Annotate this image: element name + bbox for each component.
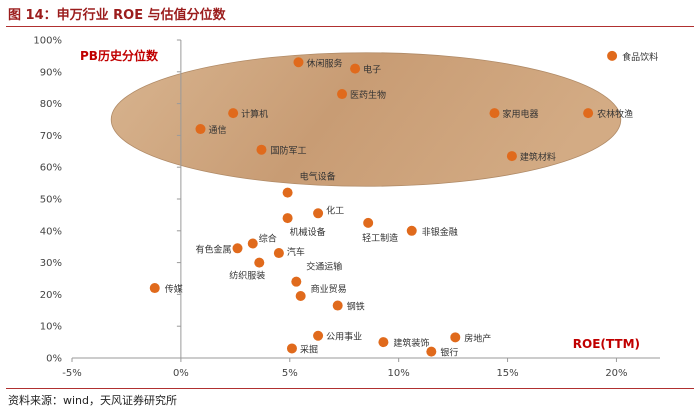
x-tick-label: 10%	[388, 368, 410, 379]
point-label: 房地产	[464, 332, 491, 344]
y-tick-label: 0%	[46, 354, 62, 365]
y-tick-label: 20%	[40, 290, 62, 301]
data-point	[247, 238, 258, 249]
y-tick-label: 10%	[40, 322, 62, 333]
data-point	[607, 50, 618, 61]
x-tick-label: 0%	[173, 368, 189, 379]
title-rule	[6, 26, 694, 27]
data-point	[406, 225, 417, 236]
point-label: 综合	[259, 233, 277, 245]
y-tick-label: 90%	[40, 67, 62, 78]
point-label: 电气设备	[300, 171, 336, 183]
data-point	[286, 343, 297, 354]
data-point	[291, 276, 302, 287]
point-label: 休闲服务	[306, 57, 342, 69]
point-label: 机械设备	[290, 226, 326, 238]
data-point	[489, 108, 500, 119]
point-layer	[149, 50, 618, 357]
point-label: 钢铁	[347, 301, 365, 313]
highlight-region-layer	[110, 52, 622, 187]
point-label: 交通运输	[306, 261, 342, 273]
point-label: 通信	[208, 124, 226, 136]
data-point	[583, 108, 594, 119]
point-label: 纺织服装	[229, 270, 265, 282]
data-point	[337, 89, 348, 100]
data-point	[363, 217, 374, 228]
point-label: 建筑材料	[520, 151, 556, 163]
point-label: 非银金融	[422, 226, 458, 238]
data-point	[273, 248, 284, 259]
data-point	[313, 208, 324, 219]
x-tick-label: 15%	[496, 368, 518, 379]
data-point	[254, 257, 265, 268]
data-point	[293, 57, 304, 68]
data-point	[450, 332, 461, 343]
data-point	[149, 283, 160, 294]
point-label: 农林牧渔	[597, 108, 633, 120]
point-label: 医药生物	[350, 89, 386, 101]
point-label: 计算机	[241, 108, 268, 120]
point-label: 电子	[363, 64, 381, 76]
data-point	[282, 213, 293, 224]
data-point	[350, 63, 361, 74]
point-label: 食品饮料	[622, 51, 658, 63]
data-point	[195, 124, 206, 135]
point-label: 建筑装饰	[393, 337, 429, 349]
data-point	[282, 187, 293, 198]
point-label: 商业贸易	[311, 283, 347, 295]
x-tick-label: 5%	[282, 368, 298, 379]
bottom-rule	[6, 388, 694, 389]
x-axis-label: ROE(TTM)	[573, 337, 640, 351]
data-point	[232, 243, 243, 254]
highlight-ellipse	[110, 52, 622, 187]
data-point	[313, 330, 324, 341]
y-tick-label: 100%	[33, 36, 62, 47]
y-axis-label: PB历史分位数	[80, 48, 159, 63]
point-label: 公用事业	[326, 331, 362, 343]
point-label: 银行	[440, 347, 458, 359]
point-label: 化工	[326, 204, 344, 216]
y-tick-label: 50%	[40, 195, 62, 206]
axis-layer: 0%10%20%30%40%50%60%70%80%90%100%-5% 0% 5%…	[33, 36, 660, 379]
source-note: 资料来源：wind，天风证券研究所	[8, 394, 178, 407]
point-label: 家用电器	[502, 108, 538, 120]
point-label: 汽车	[287, 246, 305, 258]
data-point	[378, 337, 389, 348]
y-tick-label: 30%	[40, 258, 62, 269]
y-tick-label: 70%	[40, 131, 62, 142]
figure-title: 图 14：申万行业 ROE 与估值分位数	[8, 8, 226, 23]
data-point	[332, 300, 343, 311]
point-label: 有色金属	[195, 243, 231, 255]
y-tick-label: 80%	[40, 99, 62, 110]
data-point	[506, 151, 517, 162]
data-point	[295, 290, 306, 301]
point-label: 国防军工	[270, 145, 306, 157]
y-tick-label: 40%	[40, 226, 62, 237]
data-point	[426, 346, 437, 357]
x-tick-label: -5%	[62, 368, 81, 379]
data-point	[228, 108, 239, 119]
x-tick-label: 20%	[605, 368, 627, 379]
point-label: 轻工制造	[362, 232, 398, 244]
scatter-chart: 0%10%20%30%40%50%60%70%80%90%100%-5% 0% 5%…	[33, 36, 660, 379]
data-point	[256, 144, 267, 155]
point-label: 传媒	[165, 283, 183, 295]
y-tick-label: 60%	[40, 163, 62, 174]
point-label: 采掘	[300, 343, 318, 355]
